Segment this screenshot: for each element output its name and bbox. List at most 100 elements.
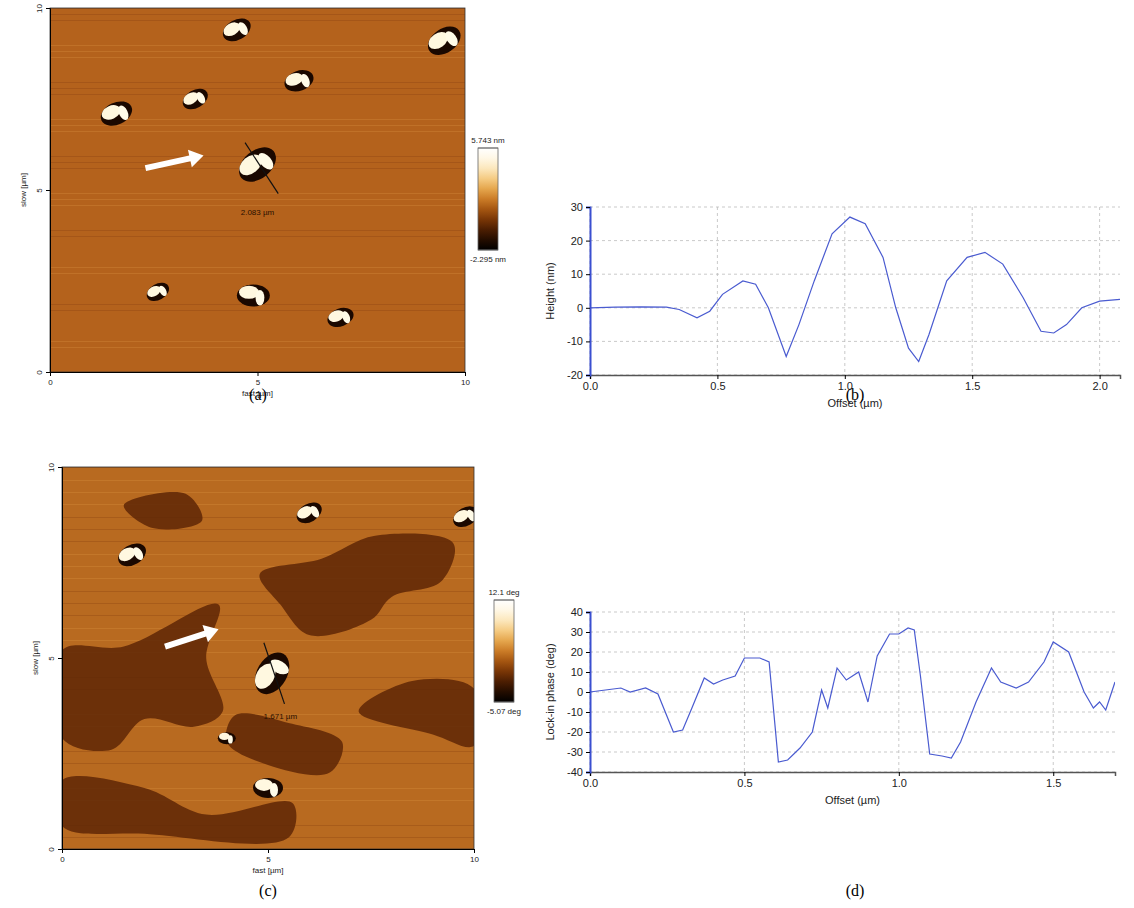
- caption: (a): [249, 386, 267, 404]
- particle-stripe: [256, 290, 265, 305]
- grid-line-x: [844, 207, 845, 375]
- scan-streak: [62, 492, 474, 493]
- particle: [97, 97, 136, 131]
- scan-streak: [50, 347, 465, 348]
- y-axis-tick-mark: [586, 632, 590, 633]
- particle-dark: [179, 84, 211, 113]
- particle-stripe: [236, 21, 250, 37]
- y-axis-tick: 0: [577, 302, 590, 314]
- particle-dark: [423, 21, 465, 61]
- particle-stripe: [195, 91, 208, 106]
- scan-streak: [50, 236, 465, 237]
- y-axis-tick: 20: [571, 646, 590, 658]
- particle-dark: [114, 539, 150, 571]
- particle-dark: [325, 304, 357, 330]
- x-axis-tick: 5: [256, 372, 261, 387]
- colorbar-label: -5.07 deg: [487, 707, 521, 716]
- particle-stripe: [270, 783, 278, 797]
- x-axis-tick: 1.5: [1046, 772, 1061, 789]
- scan-streak: [50, 267, 465, 268]
- x-axis-tick: 1.5: [965, 375, 980, 392]
- y-axis-tick-mark: [586, 241, 590, 242]
- y-axis-title: slow [µm]: [31, 641, 40, 675]
- particle-stripe: [299, 73, 311, 89]
- caption: (d): [846, 882, 865, 900]
- x-axis-tick-mark: [972, 375, 973, 379]
- x-axis-tick-mark: [717, 375, 718, 379]
- grid-line-y: [590, 732, 1115, 733]
- particle: [293, 498, 325, 527]
- x-axis-tick: 10: [470, 849, 479, 864]
- y-axis-tick-label: -10: [567, 335, 583, 347]
- x-axis-tick-mark: [899, 772, 900, 776]
- scan-streak: [50, 341, 465, 342]
- y-axis-tick: -10: [567, 335, 590, 347]
- x-axis-line: [591, 773, 1116, 777]
- x-axis-tick-label: 5: [266, 855, 271, 864]
- profile-line: [245, 143, 278, 194]
- scan-streak: [50, 193, 465, 194]
- image-background: [50, 8, 465, 372]
- scan-streak: [62, 529, 474, 530]
- particle-dark: [144, 279, 173, 305]
- y-axis-tick: 30: [571, 201, 590, 213]
- y-axis-tick-label: 10: [571, 268, 583, 280]
- y-axis-tick-mark: [58, 467, 62, 468]
- x-axis-tick-label: 0.5: [737, 777, 752, 789]
- particle: [423, 21, 465, 61]
- x-axis-tick-label: 0.0: [583, 777, 598, 789]
- particle-stripe: [131, 546, 145, 562]
- grid-line-y: [590, 240, 1120, 241]
- grid-line-y: [590, 632, 1115, 633]
- scan-streak: [50, 199, 465, 200]
- grid-line-x: [898, 612, 899, 772]
- colorbar: [478, 148, 498, 250]
- y-axis-tick: 10: [35, 4, 50, 13]
- y-axis-tick-mark: [586, 274, 590, 275]
- particle: [219, 14, 255, 46]
- y-axis-tick-label: 0: [577, 302, 583, 314]
- domain-patch: [226, 713, 343, 775]
- x-axis: 0 5 10: [60, 849, 479, 864]
- y-axis-tick: 5: [47, 656, 62, 661]
- figure: 2.083 µm05100510fast [µm]slow [µm]5.743 …: [0, 0, 1134, 908]
- grid: [590, 612, 1115, 772]
- x-axis-tick-label: 1.0: [892, 777, 907, 789]
- grid-line-y: [590, 752, 1115, 753]
- line-panel: 0.00.51.01.5-40-30-20-10010203040Offset …: [544, 606, 1116, 900]
- y-axis-tick-mark: [586, 375, 590, 376]
- particle-dark: [450, 502, 474, 531]
- y-axis: -20-100102030: [567, 201, 590, 381]
- particle-dark: [232, 140, 282, 188]
- y-axis-tick-label: -40: [567, 766, 583, 778]
- domain-patch: [124, 492, 203, 529]
- x-axis-tick-label: 1.5: [965, 380, 980, 392]
- grid-line-y: [590, 652, 1115, 653]
- x-axis-tick-label: 0: [60, 855, 65, 864]
- particle-stripe: [157, 284, 168, 297]
- grid-line-x: [744, 612, 745, 772]
- y-axis-title: slow [µm]: [19, 173, 28, 207]
- scan-streak: [62, 640, 474, 641]
- particle: [232, 140, 282, 188]
- x-axis-tick: 2.0: [1092, 375, 1107, 392]
- y-axis-tick-label: 10: [571, 666, 583, 678]
- y-axis-title: Lock-in phase (deg): [544, 643, 556, 740]
- particle: [248, 646, 296, 700]
- colorbar-tick: [494, 702, 514, 703]
- y-axis-tick-label: 10: [35, 4, 44, 13]
- y-axis-tick-mark: [586, 341, 590, 342]
- caption: (c): [259, 882, 277, 900]
- particle-dark: [237, 285, 270, 307]
- domain-patch: [359, 679, 474, 748]
- data-line: [590, 628, 1115, 762]
- y-axis-tick-label: 30: [571, 201, 583, 213]
- grid-line-x: [1053, 612, 1054, 772]
- y-axis-tick-mark: [586, 612, 590, 613]
- particle: [218, 732, 236, 744]
- scan-streak: [50, 57, 465, 58]
- x-axis-tick-mark: [845, 375, 846, 379]
- colorbar-label: 5.743 nm: [471, 136, 505, 145]
- particle-stripe: [443, 29, 460, 48]
- y-axis-tick-label: 30: [571, 626, 583, 638]
